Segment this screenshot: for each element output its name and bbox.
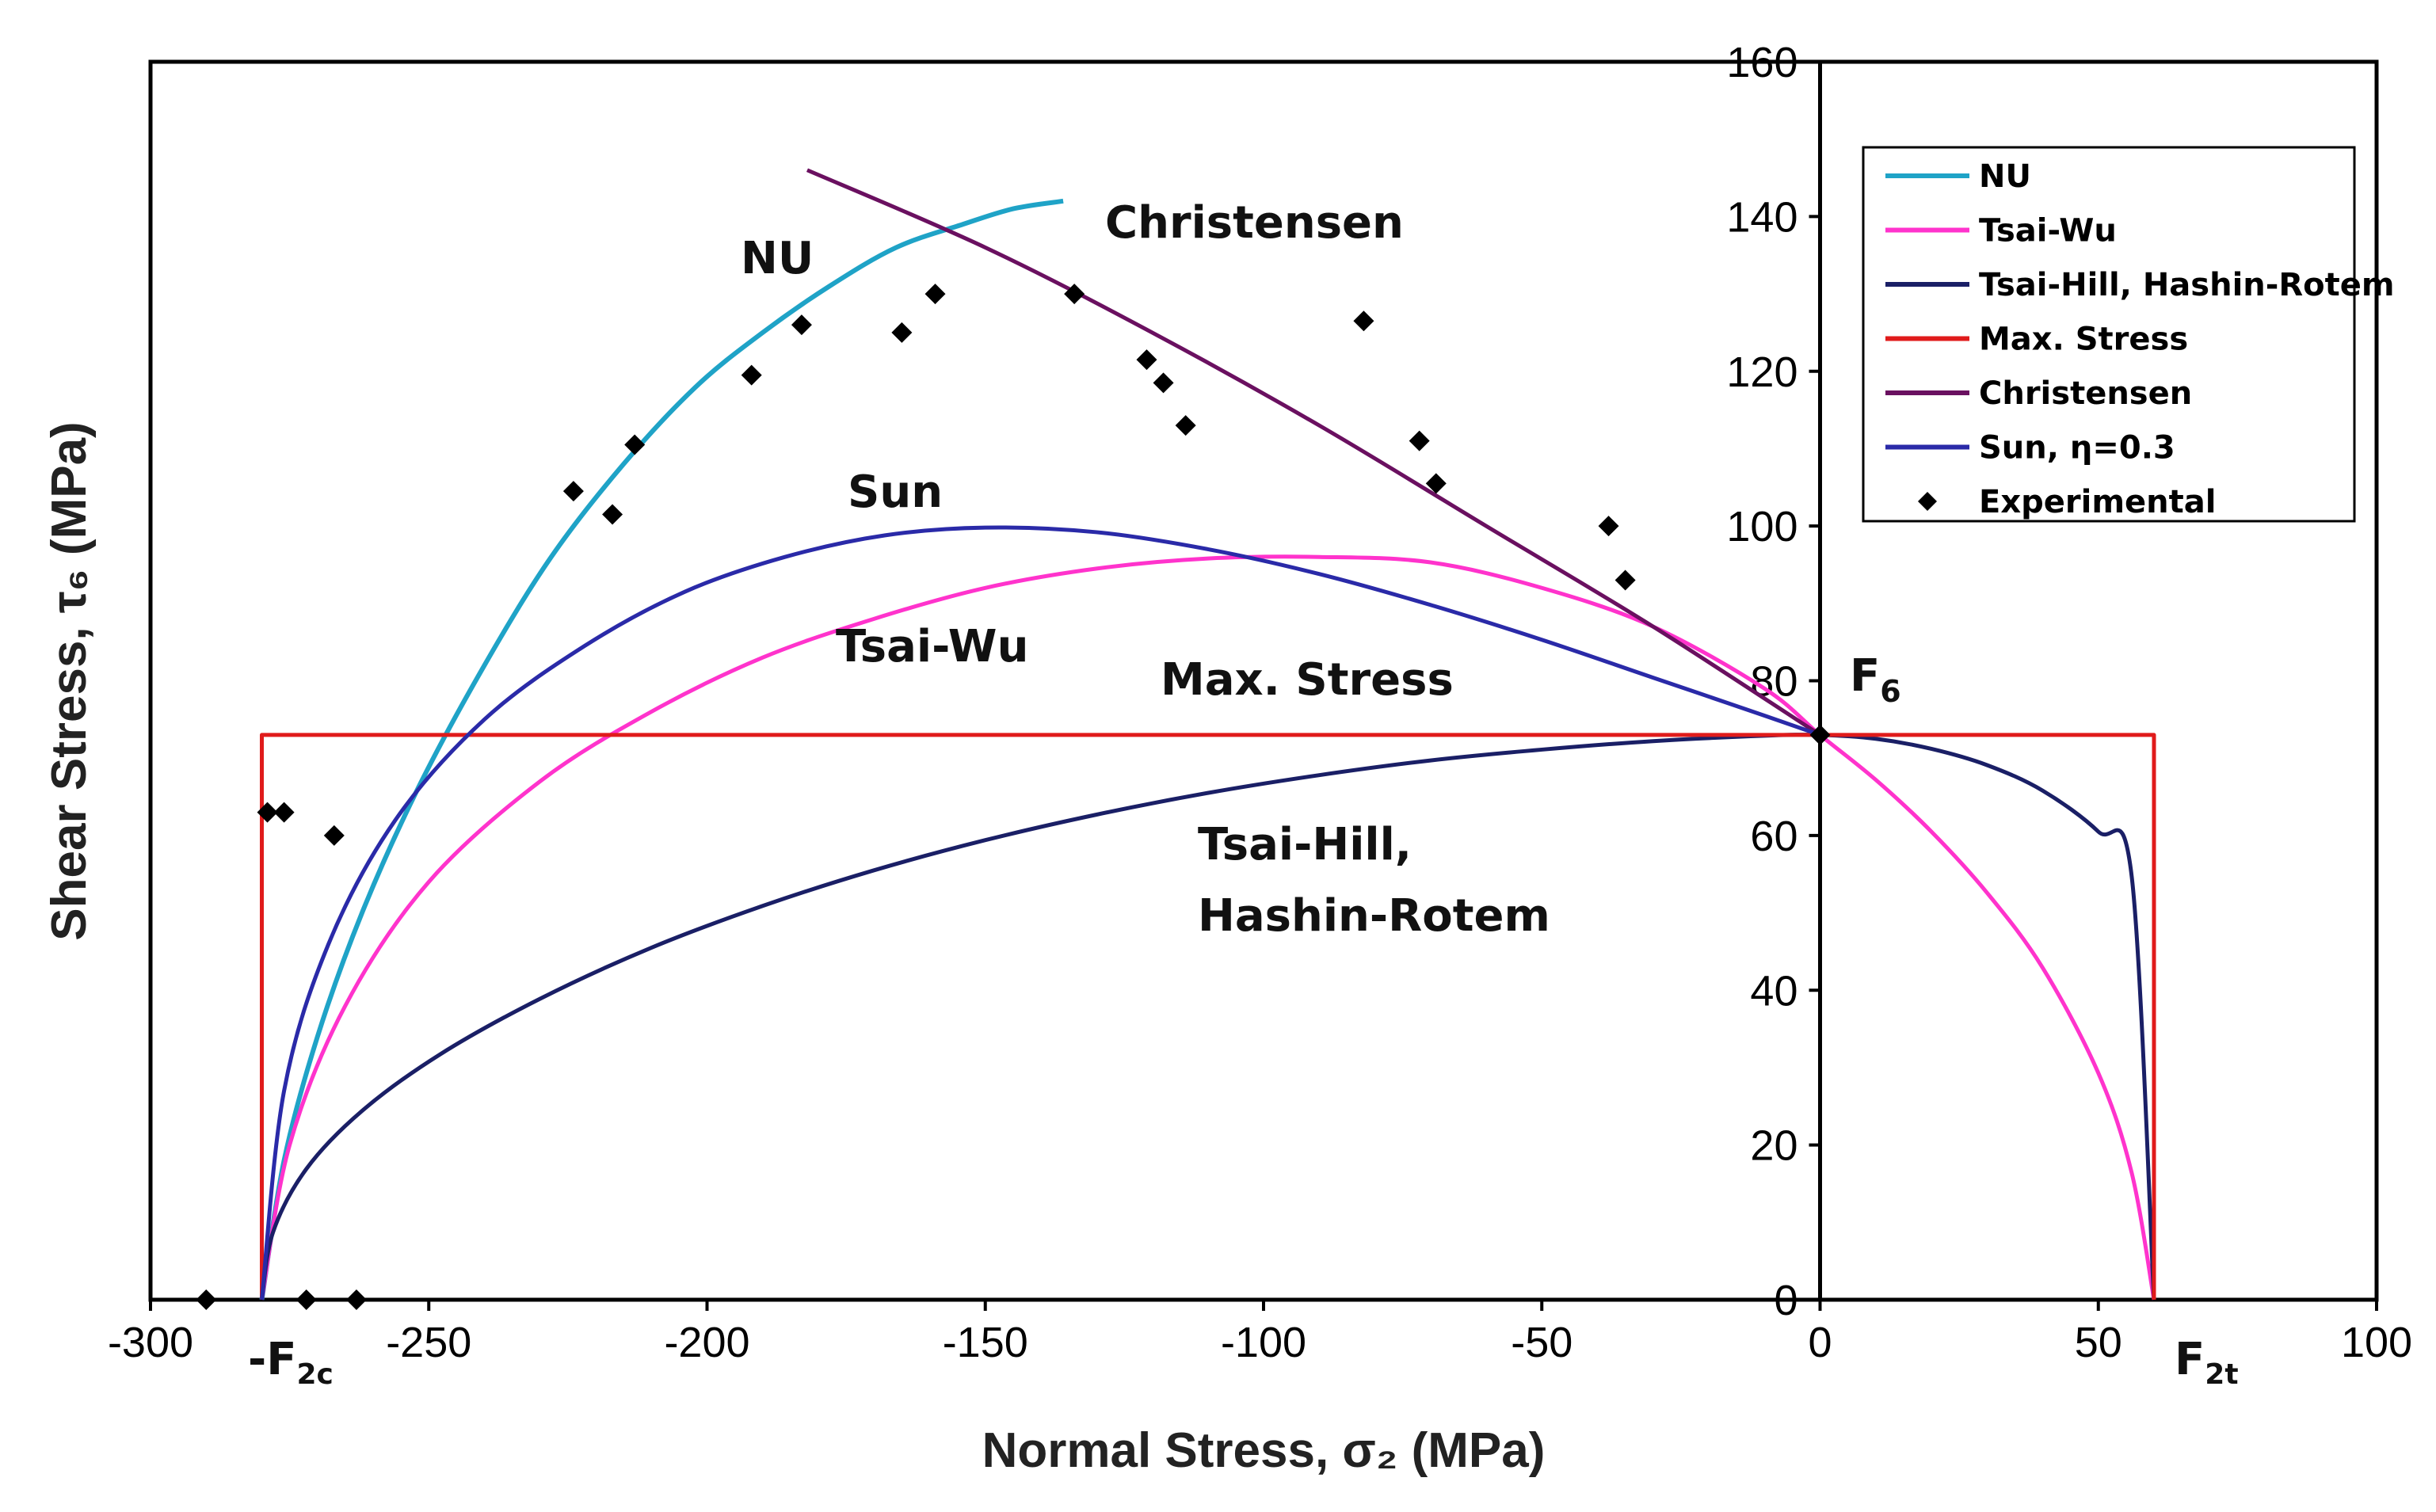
x-tick-label: 0 (1808, 1319, 1832, 1366)
annotation-nu: NU (741, 233, 814, 284)
experimental-point (602, 504, 623, 525)
x-tick-label: -100 (1221, 1319, 1306, 1366)
experimental-point (345, 1289, 367, 1310)
annotation-f2t: F2t (2175, 1334, 2239, 1391)
y-tick-label: 60 (1750, 813, 1797, 860)
annotation-tsai-wu: Tsai-Wu (836, 621, 1028, 672)
experimental-point (1153, 372, 1174, 394)
experimental-point (562, 481, 584, 502)
annotation-f2t-main: F (2175, 1334, 2205, 1385)
annotation-tsai-hill-line2: Hashin-Rotem (1198, 890, 1550, 942)
y-tick-label: 100 (1726, 503, 1797, 550)
annotation-f6-sub: 6 (1880, 674, 1900, 709)
experimental-point (323, 825, 345, 846)
legend-label-christensen: Christensen (1979, 375, 2192, 412)
annotation-sun: Sun (848, 467, 943, 518)
legend-label-tsai-wu: Tsai-Wu (1979, 213, 2117, 249)
legend-items: NU Tsai-Wu Tsai-Hill, Hashin-Rotem Max. Str… (1885, 158, 2395, 520)
experimental-point (273, 802, 295, 823)
series-line-tsai-hill (260, 733, 2156, 1301)
legend-box (1862, 146, 2356, 523)
annotation-f2c-sub: 2c (297, 1358, 334, 1391)
experimental-point (295, 1289, 317, 1310)
experimental-point (1809, 724, 1831, 745)
experimental-point (1425, 473, 1447, 494)
x-tick-label: 100 (2341, 1319, 2412, 1366)
annotation-max-stress: Max. Stress (1161, 654, 1454, 706)
y-tick-label: 40 (1750, 967, 1797, 1015)
experimental-point (1353, 310, 1374, 332)
annotation-f2c: -F2c (248, 1334, 334, 1391)
annotation-f2c-main: -F (248, 1334, 297, 1385)
series-line-nu (259, 198, 1064, 1301)
experimental-point (1598, 516, 1619, 537)
legend-label-max-stress: Max. Stress (1979, 322, 2188, 358)
experimental-point (624, 434, 646, 455)
x-tick-label: -300 (108, 1319, 193, 1366)
experimental-point (1136, 349, 1157, 371)
annotation-f6-main: F (1850, 650, 1880, 702)
y-tick-label: 20 (1750, 1122, 1797, 1170)
experimental-point (741, 364, 762, 386)
legend-label-sun: Sun, η=0.3 (1979, 430, 2175, 467)
experimental-point (1064, 284, 1085, 305)
experimental-point (1614, 569, 1636, 591)
series-line-tsai-wu (260, 554, 2156, 1301)
annotation-christensen: Christensen (1105, 197, 1404, 249)
x-axis-title: Normal Stress, σ₂ (MPa) (982, 1423, 1546, 1478)
legend-marker-experimental (1918, 492, 1937, 511)
y-tick-label: 160 (1726, 39, 1797, 86)
series-line-sun (260, 525, 1821, 1301)
x-tick-label: -50 (1511, 1319, 1573, 1366)
y-axis-title: Shear Stress, τ₆ (MPa) (42, 421, 97, 940)
experimental-point (257, 802, 278, 823)
legend-label-nu: NU (1979, 158, 2031, 195)
y-tick-label: 120 (1726, 348, 1797, 396)
experimental-point (924, 284, 946, 305)
experimental-points (196, 284, 1831, 1310)
x-tick-label: -250 (386, 1319, 471, 1366)
y-tick-label: 80 (1750, 658, 1797, 706)
x-tick-label: -200 (664, 1319, 749, 1366)
experimental-point (1409, 430, 1430, 451)
experimental-point (196, 1289, 217, 1310)
experimental-point (1175, 415, 1196, 436)
annotation-tsai-hill-line1: Tsai-Hill, (1198, 819, 1412, 870)
y-tick-label: 0 (1774, 1277, 1797, 1324)
annotation-f2t-sub: 2t (2205, 1358, 2238, 1391)
series-line-christensen (806, 168, 1821, 737)
legend-label-experimental: Experimental (1979, 484, 2216, 520)
y-tick-label: 140 (1726, 193, 1797, 241)
x-tick-label: 50 (2075, 1319, 2122, 1366)
series-line-max-stress (260, 733, 2156, 1300)
legend-label-tsai-hill: Tsai-Hill, Hashin-Rotem (1979, 267, 2395, 303)
series-layer (259, 168, 2156, 1301)
annotation-f6: F6 (1850, 650, 1901, 709)
x-tick-label: -150 (943, 1319, 1028, 1366)
x-axis-ticks: -300 -250 -200 -150 -100 -50 0 50 100 (108, 1300, 2412, 1366)
legend: NU Tsai-Wu Tsai-Hill, Hashin-Rotem Max. Str… (1862, 146, 2395, 523)
experimental-point (791, 314, 812, 336)
experimental-point (891, 322, 913, 343)
